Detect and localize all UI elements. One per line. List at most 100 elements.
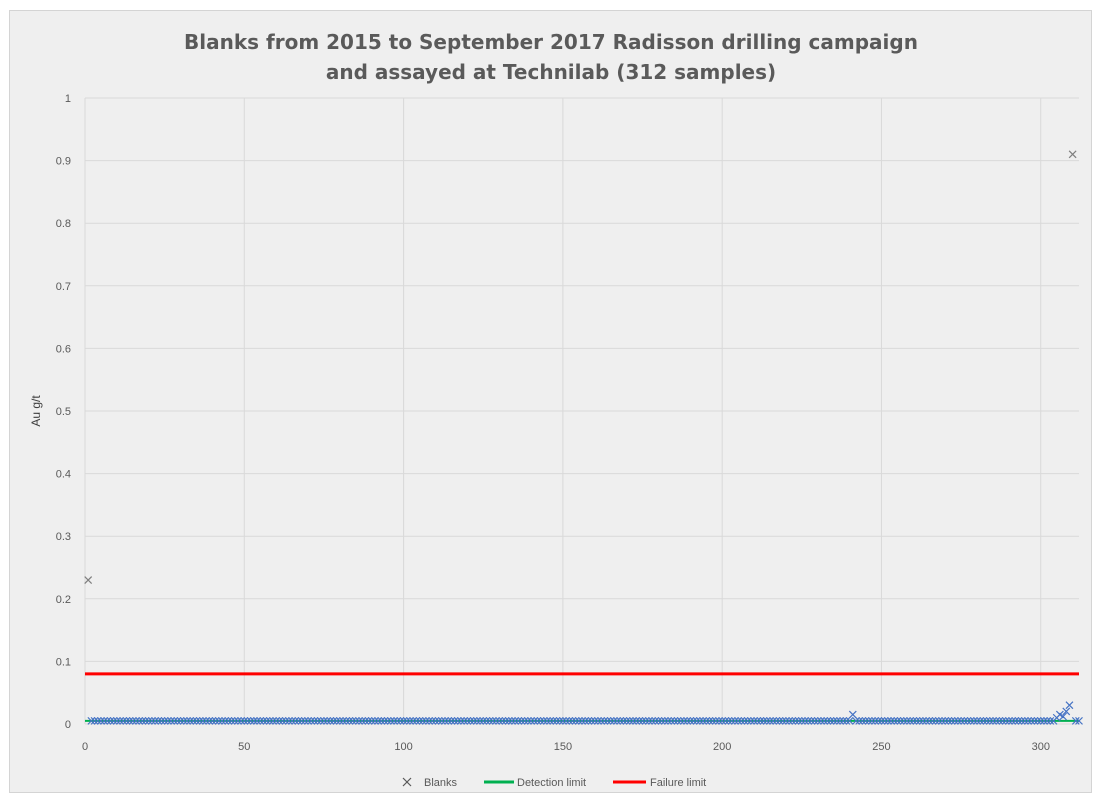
blank-sample-point [705, 716, 714, 725]
legend-item-detection-limit: Detection limit [484, 777, 586, 789]
blank-sample-point [890, 716, 899, 725]
blank-sample-point [399, 716, 408, 725]
blank-sample-point [976, 716, 985, 725]
blank-sample-point [995, 716, 1004, 725]
blank-sample-point [1046, 716, 1055, 725]
blank-sample-point [409, 716, 418, 725]
blank-sample-point [571, 716, 580, 725]
blank-sample-point [504, 716, 513, 725]
blank-sample-point [476, 716, 484, 725]
blank-sample-point [883, 716, 892, 725]
blank-sample-point [931, 716, 940, 725]
blank-sample-point [488, 716, 497, 725]
blank-sample-point [1001, 716, 1010, 725]
blank-sample-point [702, 716, 711, 725]
y-tick-label: 0.4 [56, 469, 71, 481]
blank-sample-point [1017, 716, 1026, 725]
blank-sample-point [842, 716, 851, 725]
blank-sample-point [326, 716, 335, 725]
legend-item-blanks: Blanks [402, 777, 458, 789]
blank-sample-point [558, 716, 567, 725]
blank-sample-point [657, 716, 666, 725]
blank-sample-point [313, 716, 322, 725]
blank-sample-point [934, 716, 943, 725]
blank-sample-point [740, 716, 749, 725]
blank-sample-point [1068, 150, 1077, 159]
blank-sample-point [288, 716, 297, 725]
blank-sample-point [893, 716, 902, 725]
blank-sample-point [609, 716, 618, 725]
blank-sample-point [224, 716, 233, 725]
blank-sample-point [552, 716, 561, 725]
blank-sample-point [173, 716, 182, 725]
blank-sample-point [562, 716, 570, 725]
blank-sample-point [667, 716, 676, 725]
blank-sample-point [664, 716, 672, 725]
blank-sample-point [202, 716, 210, 725]
blank-sample-point [578, 716, 586, 725]
blank-sample-point [208, 716, 217, 725]
blank-sample-point [877, 716, 886, 725]
blank-sample-point [903, 716, 911, 725]
blank-sample-point [648, 716, 657, 725]
blank-sample-point [514, 716, 523, 725]
blank-sample-point [549, 716, 558, 725]
blank-sample-point [520, 716, 529, 725]
blank-sample-point [370, 716, 379, 725]
blank-sample-point [495, 716, 504, 725]
blank-sample-point [323, 716, 332, 725]
blank-sample-point [1011, 716, 1020, 725]
blank-sample-point [132, 716, 140, 725]
blank-sample-point [1059, 712, 1067, 721]
blank-sample-point [734, 716, 743, 725]
blank-sample-point [546, 716, 555, 725]
blank-sample-point [737, 716, 746, 725]
blank-sample-point [345, 716, 354, 725]
blank-sample-point [944, 716, 953, 725]
blank-sample-point [635, 716, 644, 725]
blank-sample-point [144, 716, 153, 725]
blank-sample-point [600, 716, 609, 725]
blank-sample-point [568, 716, 577, 725]
y-axis-ticks: 0 0.1 0.2 0.3 0.4 0.5 0.6 0.7 0.8 0.9 1 [56, 93, 71, 731]
blank-sample-point [753, 716, 762, 725]
blank-sample-point [969, 716, 978, 725]
blank-sample-point [189, 716, 198, 725]
blank-sample-point [406, 716, 414, 725]
blank-sample-point [915, 716, 924, 725]
blank-sample-point [826, 716, 835, 725]
blank-sample-point [861, 716, 870, 725]
blank-sample-point [246, 716, 255, 725]
blank-sample-point [1062, 707, 1071, 716]
blank-sample-point [625, 716, 634, 725]
blank-sample-point [297, 716, 306, 725]
y-tick-label: 0.8 [56, 218, 71, 230]
x-tick-label: 150 [554, 741, 572, 753]
blank-sample-point [574, 716, 583, 725]
blank-sample-point [565, 716, 574, 725]
plot-series [84, 150, 1083, 725]
blank-sample-point [750, 716, 758, 725]
blank-sample-point [103, 716, 112, 725]
blank-sample-point [966, 716, 975, 725]
blank-sample-point [147, 716, 156, 725]
blank-sample-point [804, 716, 813, 725]
blank-sample-point [928, 716, 937, 725]
blank-sample-point [272, 716, 281, 725]
blank-sample-point [460, 716, 469, 725]
blank-sample-point [527, 716, 535, 725]
blank-sample-point [154, 716, 163, 725]
blank-sample-point [421, 716, 430, 725]
blank-sample-point [1033, 716, 1042, 725]
blank-sample-point [638, 716, 647, 725]
blank-sample-point [597, 716, 606, 725]
blank-sample-point [718, 716, 727, 725]
chart-title-line: Blanks from 2015 to September 2017 Radis… [184, 30, 918, 54]
blank-sample-point [415, 716, 424, 725]
blank-sample-point [813, 716, 822, 725]
y-tick-label: 0.7 [56, 281, 71, 293]
legend-label-blanks: Blanks [424, 777, 458, 789]
blank-sample-point [249, 716, 258, 725]
blank-sample-point [109, 716, 118, 725]
blank-sample-point [1024, 716, 1032, 725]
